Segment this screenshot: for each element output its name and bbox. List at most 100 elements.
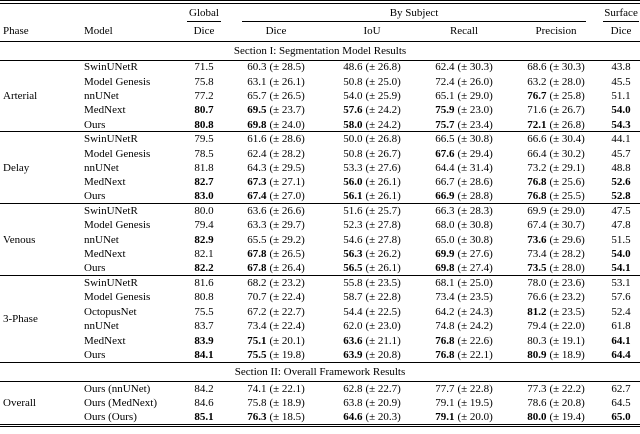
subject-precision-cell-mean: 76.6 [527,291,547,304]
subject-precision-cell: 66.6 (± 30.4) [510,131,603,147]
group-header-row: Global By Subject Surface [0,3,640,22]
subject-dice-cell: 64.3 (± 29.5) [226,161,326,175]
subject-iou-cell-sd: (± 20.8) [365,348,401,361]
subject-iou-cell: 55.8 (± 23.5) [326,275,418,291]
model-cell: nnUNet [84,161,119,174]
table-row: Ours 84.1 75.5 (± 19.8) 63.9 (± 20.8) 76.8 (± 2… [0,348,640,362]
surface-dice-cell-value: 64.1 [611,334,631,347]
subject-recall-cell-sd: (± 29.4) [457,147,493,160]
global-dice-cell: 83.7 [182,319,226,333]
subject-recall-cell: 68.0 (± 30.8) [418,218,510,232]
subject-dice-cell-mean: 67.3 [247,176,267,189]
subject-dice-cell: 67.8 (± 26.4) [226,261,326,275]
subject-precision-cell: 78.0 (± 23.6) [510,275,603,291]
subject-iou-cell-sd: (± 26.1) [365,262,401,275]
surface-dice-cell: 51.5 [602,233,640,247]
model-cell: SwinUNetR [78,131,182,147]
subject-recall-cell-mean: 69.8 [435,262,455,275]
subject-recall-cell-mean: 67.6 [435,147,455,160]
global-dice-cell-value: 71.5 [194,61,214,74]
phase-cell: Venous [0,203,78,276]
subject-dice-cell: 67.3 (± 27.1) [226,175,326,189]
subject-precision-cell-sd: (± 26.8) [549,118,585,131]
subject-dice-cell-mean: 76.3 [247,410,267,423]
subject-precision-cell-mean: 63.2 [527,75,547,88]
subject-iou-cell: 58.0 (± 24.2) [326,118,418,132]
surface-dice-cell-value: 44.1 [611,133,631,146]
surface-dice-cell-value: 53.1 [611,277,631,290]
global-dice-cell-value: 82.7 [194,176,214,189]
surface-dice-cell-value: 43.8 [611,61,631,74]
subject-recall-cell-sd: (± 23.5) [457,291,493,304]
table-row: Model Genesis 78.5 62.4 (± 28.2) 50.8 (± 26.7… [0,146,640,160]
subject-precision-cell-sd: (± 18.9) [549,348,585,361]
subject-iou-cell-mean: 55.8 [343,277,363,290]
subject-precision-cell-sd: (± 28.2) [549,248,585,261]
subject-dice-cell-mean: 67.4 [247,190,267,203]
surface-dice-cell: 43.8 [602,59,640,75]
subject-iou-cell-sd: (± 24.2) [365,104,401,117]
subject-dice-cell: 61.6 (± 28.6) [226,131,326,147]
subject-precision-cell-sd: (± 20.8) [549,396,585,409]
global-dice-cell-value: 79.4 [194,219,214,232]
subject-iou-cell-mean: 51.6 [343,205,363,218]
subject-iou-cell-mean: 48.6 [343,61,363,74]
model-header-spacer [78,3,182,22]
table-row: nnUNet 77.2 65.7 (± 26.5) 54.0 (± 25.9) 65.1 (±… [0,89,640,103]
subject-iou-cell: 56.1 (± 26.1) [326,190,418,204]
group-header-global: Global [182,3,226,22]
subject-dice-cell: 70.7 (± 22.4) [226,290,326,304]
subject-dice-cell: 76.3 (± 18.5) [226,410,326,424]
subject-dice-cell: 73.4 (± 22.4) [226,319,326,333]
model-cell: Ours [84,348,106,361]
group-header-surface: Surface [602,3,640,22]
subject-dice-cell-mean: 60.3 [247,61,267,74]
subject-iou-cell-sd: (± 22.8) [365,291,401,304]
subject-iou-cell-mean: 54.6 [343,233,363,246]
subject-recall-cell-sd: (± 27.4) [457,262,493,275]
group-label-by-subject: By Subject [389,6,439,19]
subject-dice-cell-sd: (± 28.5) [269,61,305,74]
subject-recall-cell-mean: 62.4 [435,61,455,74]
subject-precision-cell-sd: (± 28.0) [549,75,585,88]
subject-precision-cell-sd: (± 30.4) [549,133,585,146]
subject-iou-cell: 63.8 (± 20.9) [326,396,418,410]
phase-cell: Delay [0,131,78,204]
results-table: Global By Subject Surface Phase Model Di… [0,2,640,425]
subject-recall-cell-mean: 66.5 [435,133,455,146]
subject-iou-cell-mean: 64.6 [343,410,363,423]
subject-recall-cell-mean: 64.2 [435,305,455,318]
subject-recall-cell-sd: (± 28.8) [457,190,493,203]
subject-iou-cell: 63.9 (± 20.8) [326,348,418,362]
subject-recall-cell-sd: (± 30.8) [457,219,493,232]
subject-recall-cell-mean: 65.0 [435,233,455,246]
model-cell: SwinUNetR [78,59,182,75]
surface-dice-cell: 62.7 [602,380,640,396]
subject-dice-cell-sd: (± 27.0) [269,190,305,203]
subject-iou-cell-sd: (± 25.9) [365,89,401,102]
subject-recall-cell-mean: 66.9 [435,190,455,203]
subject-precision-cell-mean: 80.0 [527,410,547,423]
model-cell: OctopusNet [84,305,137,318]
surface-dice-cell-value: 54.1 [611,262,631,275]
subject-dice-cell: 65.7 (± 26.5) [226,89,326,103]
surface-dice-cell-value: 64.4 [611,348,631,361]
subject-precision-cell-mean: 80.9 [527,348,547,361]
global-dice-cell-value: 84.2 [194,382,214,395]
subject-recall-column-header: Recall [418,21,510,42]
subject-precision-cell: 81.2 (± 23.5) [510,305,602,319]
subject-iou-cell: 50.8 (± 25.0) [326,74,418,88]
subject-precision-cell-mean: 76.8 [527,190,547,203]
subject-iou-cell-mean: 50.8 [343,75,363,88]
model-cell: SwinUNetR [78,275,182,291]
subject-iou-cell: 48.6 (± 26.8) [326,59,418,75]
global-dice-cell-value: 81.8 [194,161,214,174]
subject-dice-cell-mean: 67.8 [247,248,267,261]
global-dice-cell-value: 75.8 [194,75,214,88]
surface-dice-cell-value: 52.8 [611,190,631,203]
subject-recall-cell-mean: 76.8 [435,334,455,347]
global-dice-cell: 71.5 [182,59,226,75]
subject-dice-cell-mean: 75.1 [247,334,267,347]
global-dice-cell-value: 80.7 [194,104,214,117]
model-cell: MedNext [84,248,126,261]
